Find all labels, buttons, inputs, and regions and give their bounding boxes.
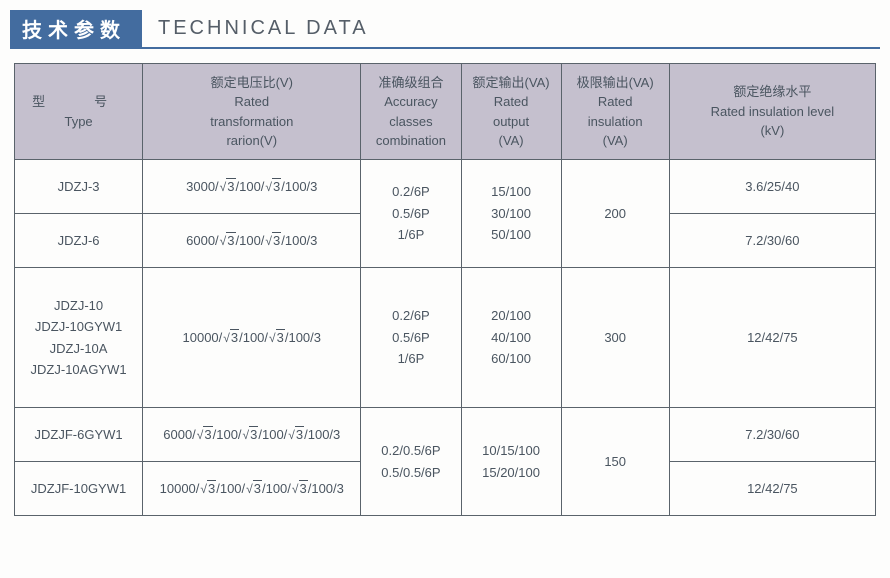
- cell-limit: 150: [561, 408, 669, 516]
- cell-type: JDZJF-6GYW1: [15, 408, 143, 462]
- col-insulation: 额定绝缘水平 Rated insulation level (kV): [669, 64, 875, 160]
- cell-accuracy: 0.2/0.5/6P0.5/0.5/6P: [361, 408, 461, 516]
- cell-output: 20/10040/10060/100: [461, 268, 561, 408]
- cell-ratio: 3000/3/100/3/100/3: [143, 160, 361, 214]
- cell-insulation: 3.6/25/40: [669, 160, 875, 214]
- col-type: 型 号 Type: [15, 64, 143, 160]
- table-row: JDZJ-10JDZJ-10GYW1 JDZJ-10AJDZJ-10AGYW1 …: [15, 268, 876, 408]
- cell-accuracy: 0.2/6P0.5/6P1/6P: [361, 268, 461, 408]
- cell-insulation: 7.2/30/60: [669, 214, 875, 268]
- cell-insulation: 12/42/75: [669, 462, 875, 516]
- cell-output: 10/15/10015/20/100: [461, 408, 561, 516]
- cell-ratio: 10000/3/100/3/100/3: [143, 268, 361, 408]
- header-row: 型 号 Type 额定电压比(V) Rated transformation r…: [15, 64, 876, 160]
- cell-accuracy: 0.2/6P0.5/6P1/6P: [361, 160, 461, 268]
- cell-type: JDZJ-6: [15, 214, 143, 268]
- cell-ratio: 6000/3/100/3/100/3/100/3: [143, 408, 361, 462]
- title-en: TECHNICAL DATA: [142, 17, 369, 40]
- col-accuracy: 准确级组合 Accuracy classes combination: [361, 64, 461, 160]
- title-band: 技术参数 TECHNICAL DATA: [10, 10, 880, 49]
- col-output: 额定输出(VA) Rated output (VA): [461, 64, 561, 160]
- title-cn: 技术参数: [10, 10, 142, 47]
- col-limit: 极限输出(VA) Rated insulation (VA): [561, 64, 669, 160]
- cell-output: 15/10030/10050/100: [461, 160, 561, 268]
- cell-ratio: 6000/3/100/3/100/3: [143, 214, 361, 268]
- table-row: JDZJF-6GYW1 6000/3/100/3/100/3/100/3 0.2…: [15, 408, 876, 462]
- cell-type: JDZJ-10JDZJ-10GYW1 JDZJ-10AJDZJ-10AGYW1: [15, 268, 143, 408]
- cell-ratio: 10000/3/100/3/100/3/100/3: [143, 462, 361, 516]
- col-ratio: 额定电压比(V) Rated transformation rarion(V): [143, 64, 361, 160]
- table-row: JDZJ-3 3000/3/100/3/100/3 0.2/6P0.5/6P1/…: [15, 160, 876, 214]
- cell-limit: 200: [561, 160, 669, 268]
- cell-insulation: 12/42/75: [669, 268, 875, 408]
- cell-type: JDZJ-3: [15, 160, 143, 214]
- technical-data-table: 型 号 Type 额定电压比(V) Rated transformation r…: [14, 63, 876, 516]
- cell-type: JDZJF-10GYW1: [15, 462, 143, 516]
- cell-insulation: 7.2/30/60: [669, 408, 875, 462]
- cell-limit: 300: [561, 268, 669, 408]
